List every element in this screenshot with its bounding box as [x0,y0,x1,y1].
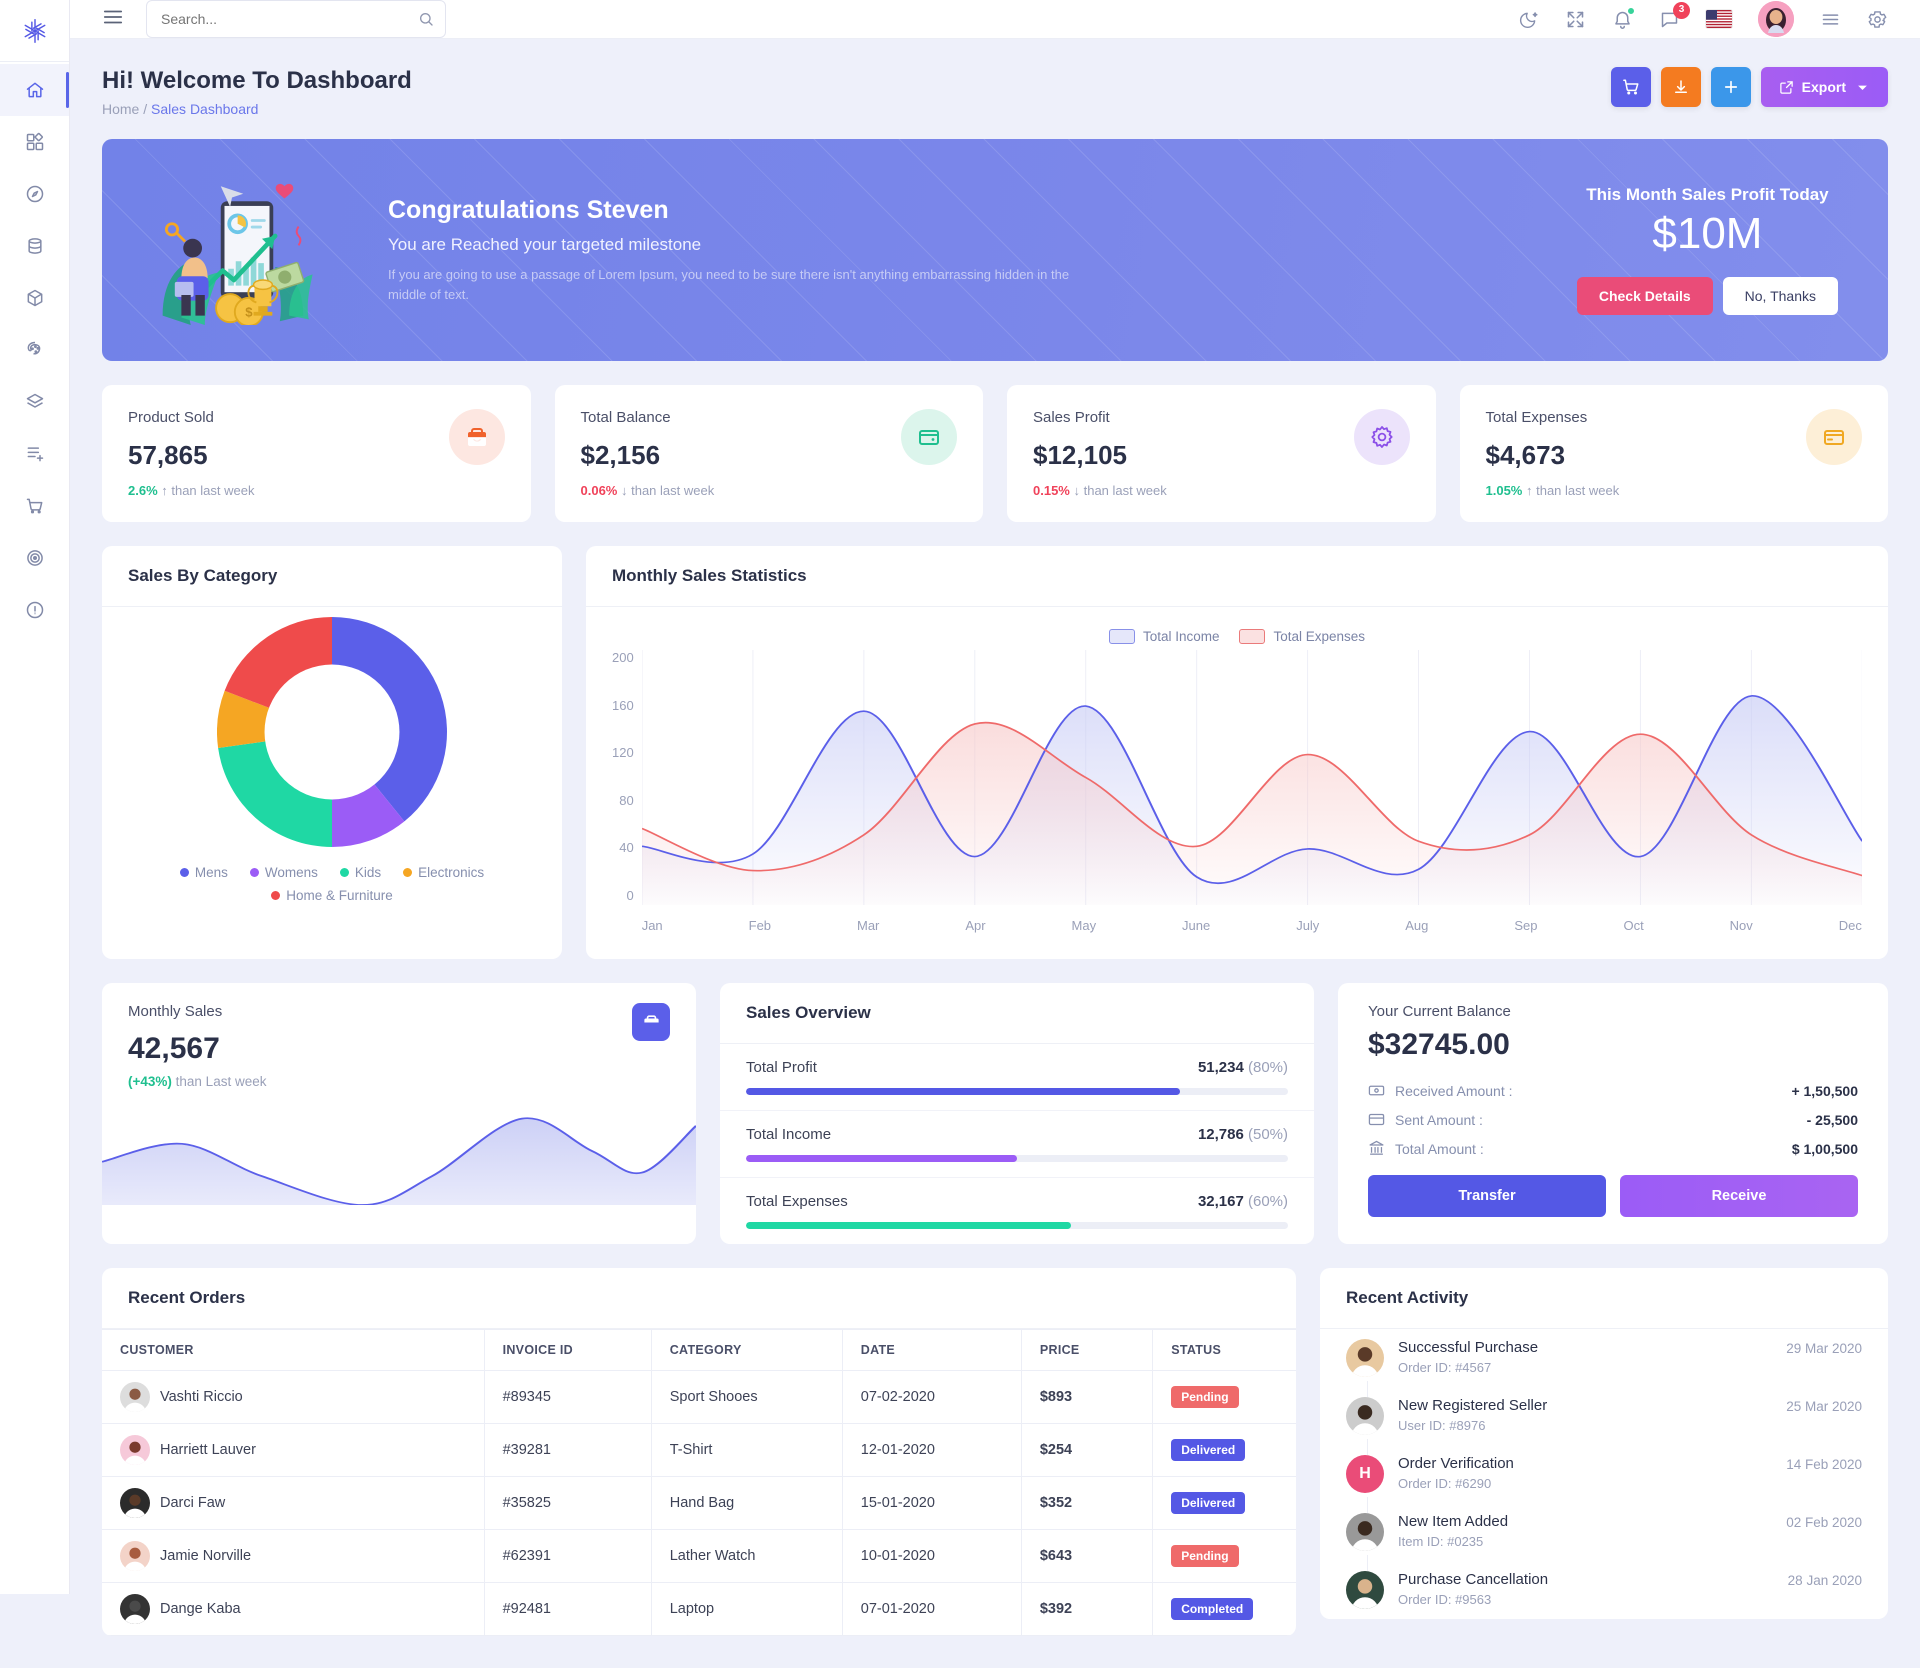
svg-text:$: $ [245,305,253,320]
